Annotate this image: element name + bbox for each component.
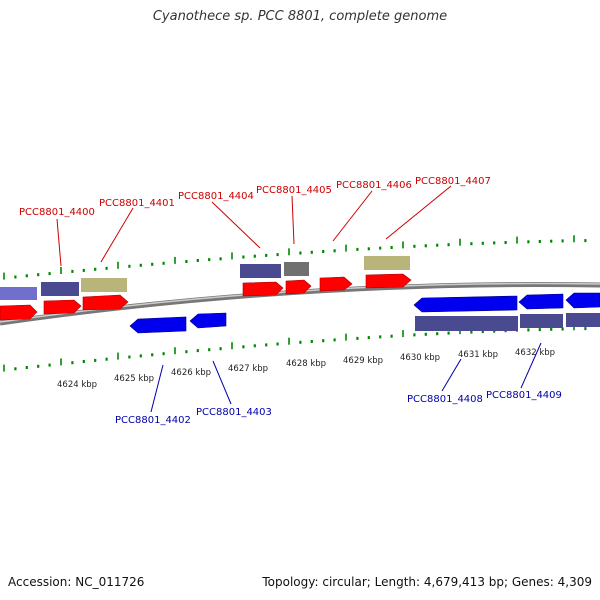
gene-arrow-reverse[interactable] [565, 292, 600, 309]
cog-box [81, 278, 127, 292]
leader-line [100, 207, 134, 263]
kbp-label: 4630 kbp [400, 353, 440, 363]
gene-arrow-forward[interactable] [0, 304, 38, 321]
gene-label-pcc8801-4400[interactable]: PCC8801_4400 [19, 207, 95, 218]
cog-box [415, 316, 518, 331]
cog-box [364, 256, 410, 270]
genome-title: Cyanothece sp. PCC 8801, complete genome [152, 9, 448, 24]
gene-arrow-forward[interactable] [319, 276, 353, 292]
kbp-label: 4627 kbp [228, 364, 268, 374]
cog-box [240, 264, 281, 278]
leader-line [211, 201, 261, 249]
leader-line [520, 342, 542, 389]
kbp-label: 4632 kbp [515, 348, 555, 358]
gene-label-pcc8801-4407[interactable]: PCC8801_4407 [415, 176, 491, 187]
leader-line [291, 195, 295, 245]
leader-line [385, 185, 452, 240]
kbp-label: 4626 kbp [171, 368, 211, 378]
gene-label-pcc8801-4403[interactable]: PCC8801_4403 [196, 407, 272, 418]
gene-label-pcc8801-4401[interactable]: PCC8801_4401 [99, 198, 175, 209]
gene-arrow-reverse[interactable] [413, 295, 518, 313]
gene-label-pcc8801-4405[interactable]: PCC8801_4405 [256, 185, 332, 196]
kbp-label: 4629 kbp [343, 356, 383, 366]
kbp-label: 4631 kbp [458, 350, 498, 360]
leader-line [441, 358, 462, 392]
cog-box [41, 282, 79, 296]
leader-line [150, 364, 164, 413]
reverse-gene-labels: PCC8801_4402 PCC8801_4403 PCC8801_4408 P… [115, 342, 562, 426]
gene-arrow-reverse[interactable] [518, 293, 564, 310]
leader-line [332, 190, 373, 242]
gene-arrow-reverse[interactable] [129, 316, 187, 334]
gene-label-pcc8801-4402[interactable]: PCC8801_4402 [115, 415, 191, 426]
gene-label-pcc8801-4404[interactable]: PCC8801_4404 [178, 191, 254, 202]
gene-arrow-reverse[interactable] [189, 312, 227, 329]
gene-label-pcc8801-4406[interactable]: PCC8801_4406 [336, 180, 412, 191]
cog-box [566, 313, 600, 327]
gene-arrow-forward[interactable] [365, 273, 412, 289]
topology-text: Topology: circular; Length: 4,679,413 bp… [262, 575, 592, 589]
forward-gene-labels: PCC8801_4400 PCC8801_4401 PCC8801_4404 P… [19, 176, 491, 267]
kbp-label: 4625 kbp [114, 374, 154, 384]
gene-label-pcc8801-4409[interactable]: PCC8801_4409 [486, 390, 562, 401]
gene-arrow-forward[interactable] [242, 281, 284, 297]
kbp-label: 4628 kbp [286, 359, 326, 369]
gene-arrow-forward[interactable] [82, 294, 129, 311]
cog-box [0, 287, 37, 300]
accession-text: Accession: NC_011726 [8, 575, 145, 589]
forward-tick-track [3, 235, 587, 280]
kbp-label: 4624 kbp [57, 380, 97, 390]
gene-arrow-forward[interactable] [285, 279, 312, 295]
reverse-tick-track [3, 323, 587, 372]
gene-arrow-forward[interactable] [43, 299, 82, 315]
cog-box [520, 314, 563, 328]
leader-line [212, 360, 232, 405]
leader-line [56, 218, 62, 267]
gene-label-pcc8801-4408[interactable]: PCC8801_4408 [407, 394, 483, 405]
cog-box [284, 262, 309, 276]
scale-labels: 4624 kbp 4625 kbp 4626 kbp 4627 kbp 4628… [57, 348, 555, 390]
